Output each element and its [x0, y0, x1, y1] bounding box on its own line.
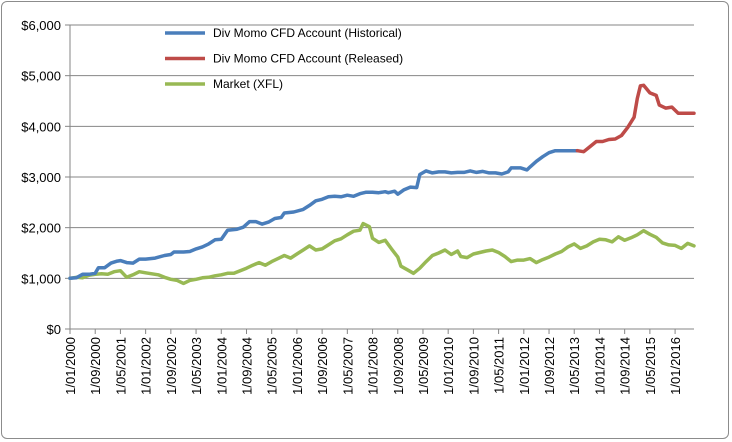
x-tick-label: 1/05/2009	[416, 337, 431, 395]
series-line-0	[68, 148, 580, 281]
x-tick-label: 1/09/2002	[164, 337, 179, 395]
y-tick-label: $1,000	[21, 271, 61, 286]
x-tick-label: 1/01/2010	[441, 337, 456, 395]
x-tick-label: 1/09/2014	[618, 337, 633, 395]
x-tick-label: 1/01/2014	[592, 337, 607, 395]
x-tick-label: 1/01/2000	[63, 337, 78, 395]
x-axis-labels: 1/01/2000 1/09/2000 1/05/2001 1/01/2002 1/09…	[63, 337, 683, 395]
x-tick-label: 1/09/2000	[88, 337, 103, 395]
legend-label: Market (XFL)	[213, 77, 283, 91]
y-axis-labels: $0 $1,000 $2,000 $3,000 $4,000 $5,000 $6,000	[21, 18, 61, 337]
x-tick-label: 1/01/2008	[366, 337, 381, 395]
x-tick-label: 1/01/2016	[668, 337, 683, 395]
x-tick-label: 1/05/2005	[265, 337, 280, 395]
y-tick-label: $0	[47, 322, 61, 337]
gridlines	[65, 24, 694, 330]
legend: Div Momo CFD Account (Historical) Div Mom…	[165, 26, 403, 91]
x-tick-label: 1/01/2006	[290, 337, 305, 395]
x-tick-label: 1/05/2007	[340, 337, 355, 395]
x-tick-label: 1/09/2012	[542, 337, 557, 395]
x-tick-label: 1/05/2011	[492, 337, 507, 394]
x-tick-label: 1/01/2012	[517, 337, 532, 395]
x-tick-label: 1/09/2008	[391, 337, 406, 395]
y-tick-label: $5,000	[21, 69, 61, 84]
y-tick-label: $6,000	[21, 18, 61, 33]
x-tick-label: 1/05/2015	[643, 337, 658, 395]
legend-label: Div Momo CFD Account (Released)	[213, 52, 403, 66]
legend-label: Div Momo CFD Account (Historical)	[213, 26, 402, 40]
x-tick-label: 1/09/2006	[315, 337, 330, 395]
x-tick-label: 1/09/2004	[239, 337, 254, 395]
y-tick-label: $4,000	[21, 119, 61, 134]
x-tick-label: 1/05/2001	[113, 337, 128, 395]
series-line-1	[575, 83, 696, 154]
x-tick-label: 1/05/2013	[567, 337, 582, 395]
x-tick-label: 1/09/2010	[466, 337, 481, 395]
x-tick-label: 1/01/2004	[214, 337, 229, 395]
series-line-2	[68, 221, 696, 286]
x-tick-label: 1/05/2003	[189, 337, 204, 395]
y-tick-label: $3,000	[21, 170, 61, 185]
x-tick-label: 1/01/2002	[139, 337, 154, 395]
y-tick-label: $2,000	[21, 221, 61, 236]
series-lines	[68, 83, 696, 286]
axes	[69, 25, 694, 334]
